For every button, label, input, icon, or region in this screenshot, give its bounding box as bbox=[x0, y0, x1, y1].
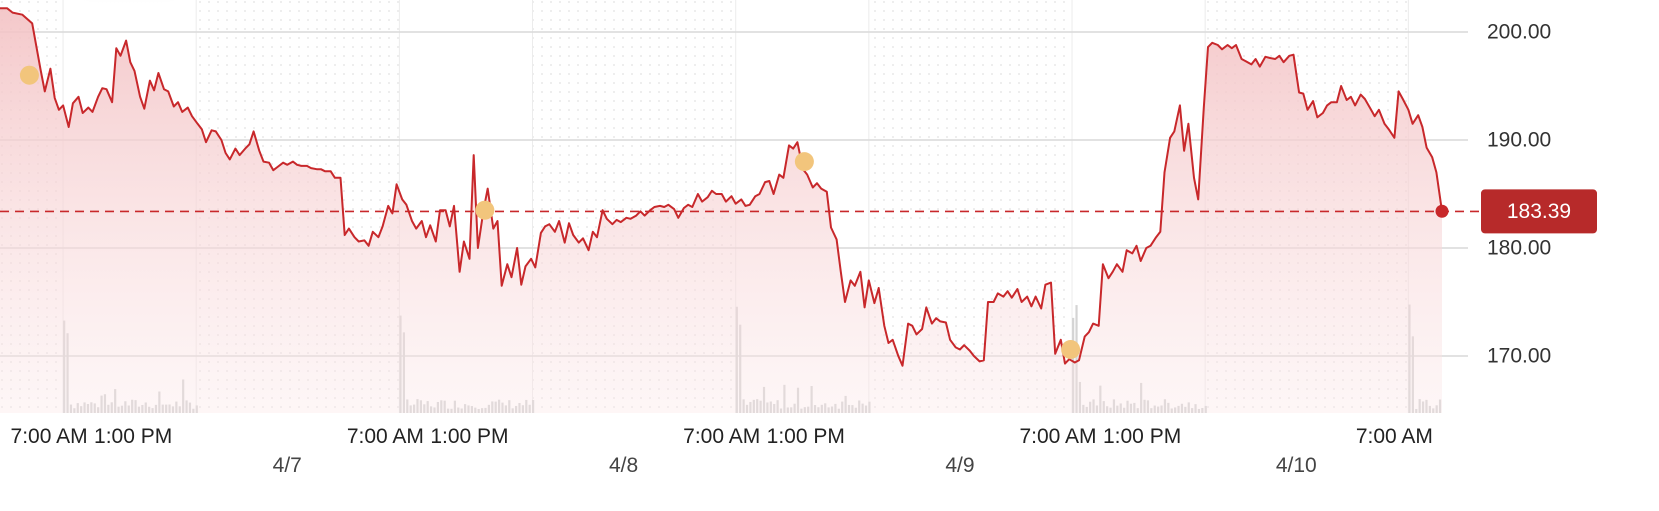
x-date-label: 4/9 bbox=[945, 454, 974, 477]
y-tick-label: 200.00 bbox=[1487, 21, 1551, 44]
event-marker[interactable] bbox=[794, 152, 814, 172]
x-time-label: 1:00 PM bbox=[430, 425, 508, 448]
y-tick-label: 170.00 bbox=[1487, 345, 1551, 368]
y-tick-label: 190.00 bbox=[1487, 129, 1551, 152]
current-price-dot bbox=[1435, 204, 1449, 218]
event-markers bbox=[19, 65, 1081, 360]
top-shadow bbox=[83, 0, 177, 6]
x-date-label: 4/8 bbox=[609, 454, 638, 477]
x-date-label: 4/10 bbox=[1276, 454, 1317, 477]
x-time-label: 7:00 AM bbox=[1019, 425, 1096, 448]
current-price-badge: 183.39 bbox=[1481, 189, 1597, 234]
event-marker[interactable] bbox=[1061, 340, 1081, 360]
volume-bar bbox=[1075, 305, 1078, 413]
event-marker[interactable] bbox=[19, 65, 39, 85]
event-marker[interactable] bbox=[475, 200, 495, 220]
y-axis: 170.00 180.00 190.00 200.00 bbox=[1487, 21, 1551, 368]
price-line bbox=[0, 7, 1443, 367]
x-time-label: 7:00 AM bbox=[1356, 425, 1433, 448]
x-time-label: 7:00 AM bbox=[11, 425, 88, 448]
y-tick-label: 180.00 bbox=[1487, 237, 1551, 260]
x-time-label: 1:00 PM bbox=[1103, 425, 1181, 448]
x-date-label: 4/7 bbox=[273, 454, 302, 477]
x-time-label: 1:00 PM bbox=[767, 425, 845, 448]
x-time-label: 7:00 AM bbox=[347, 425, 424, 448]
x-axis: 7:00 AM 1:00 PM 7:00 AM 1:00 PM 7:00 AM 1:00 … bbox=[11, 425, 1433, 477]
x-time-label: 1:00 PM bbox=[94, 425, 172, 448]
x-time-label: 7:00 AM bbox=[683, 425, 760, 448]
current-price-label: 183.39 bbox=[1507, 200, 1571, 223]
